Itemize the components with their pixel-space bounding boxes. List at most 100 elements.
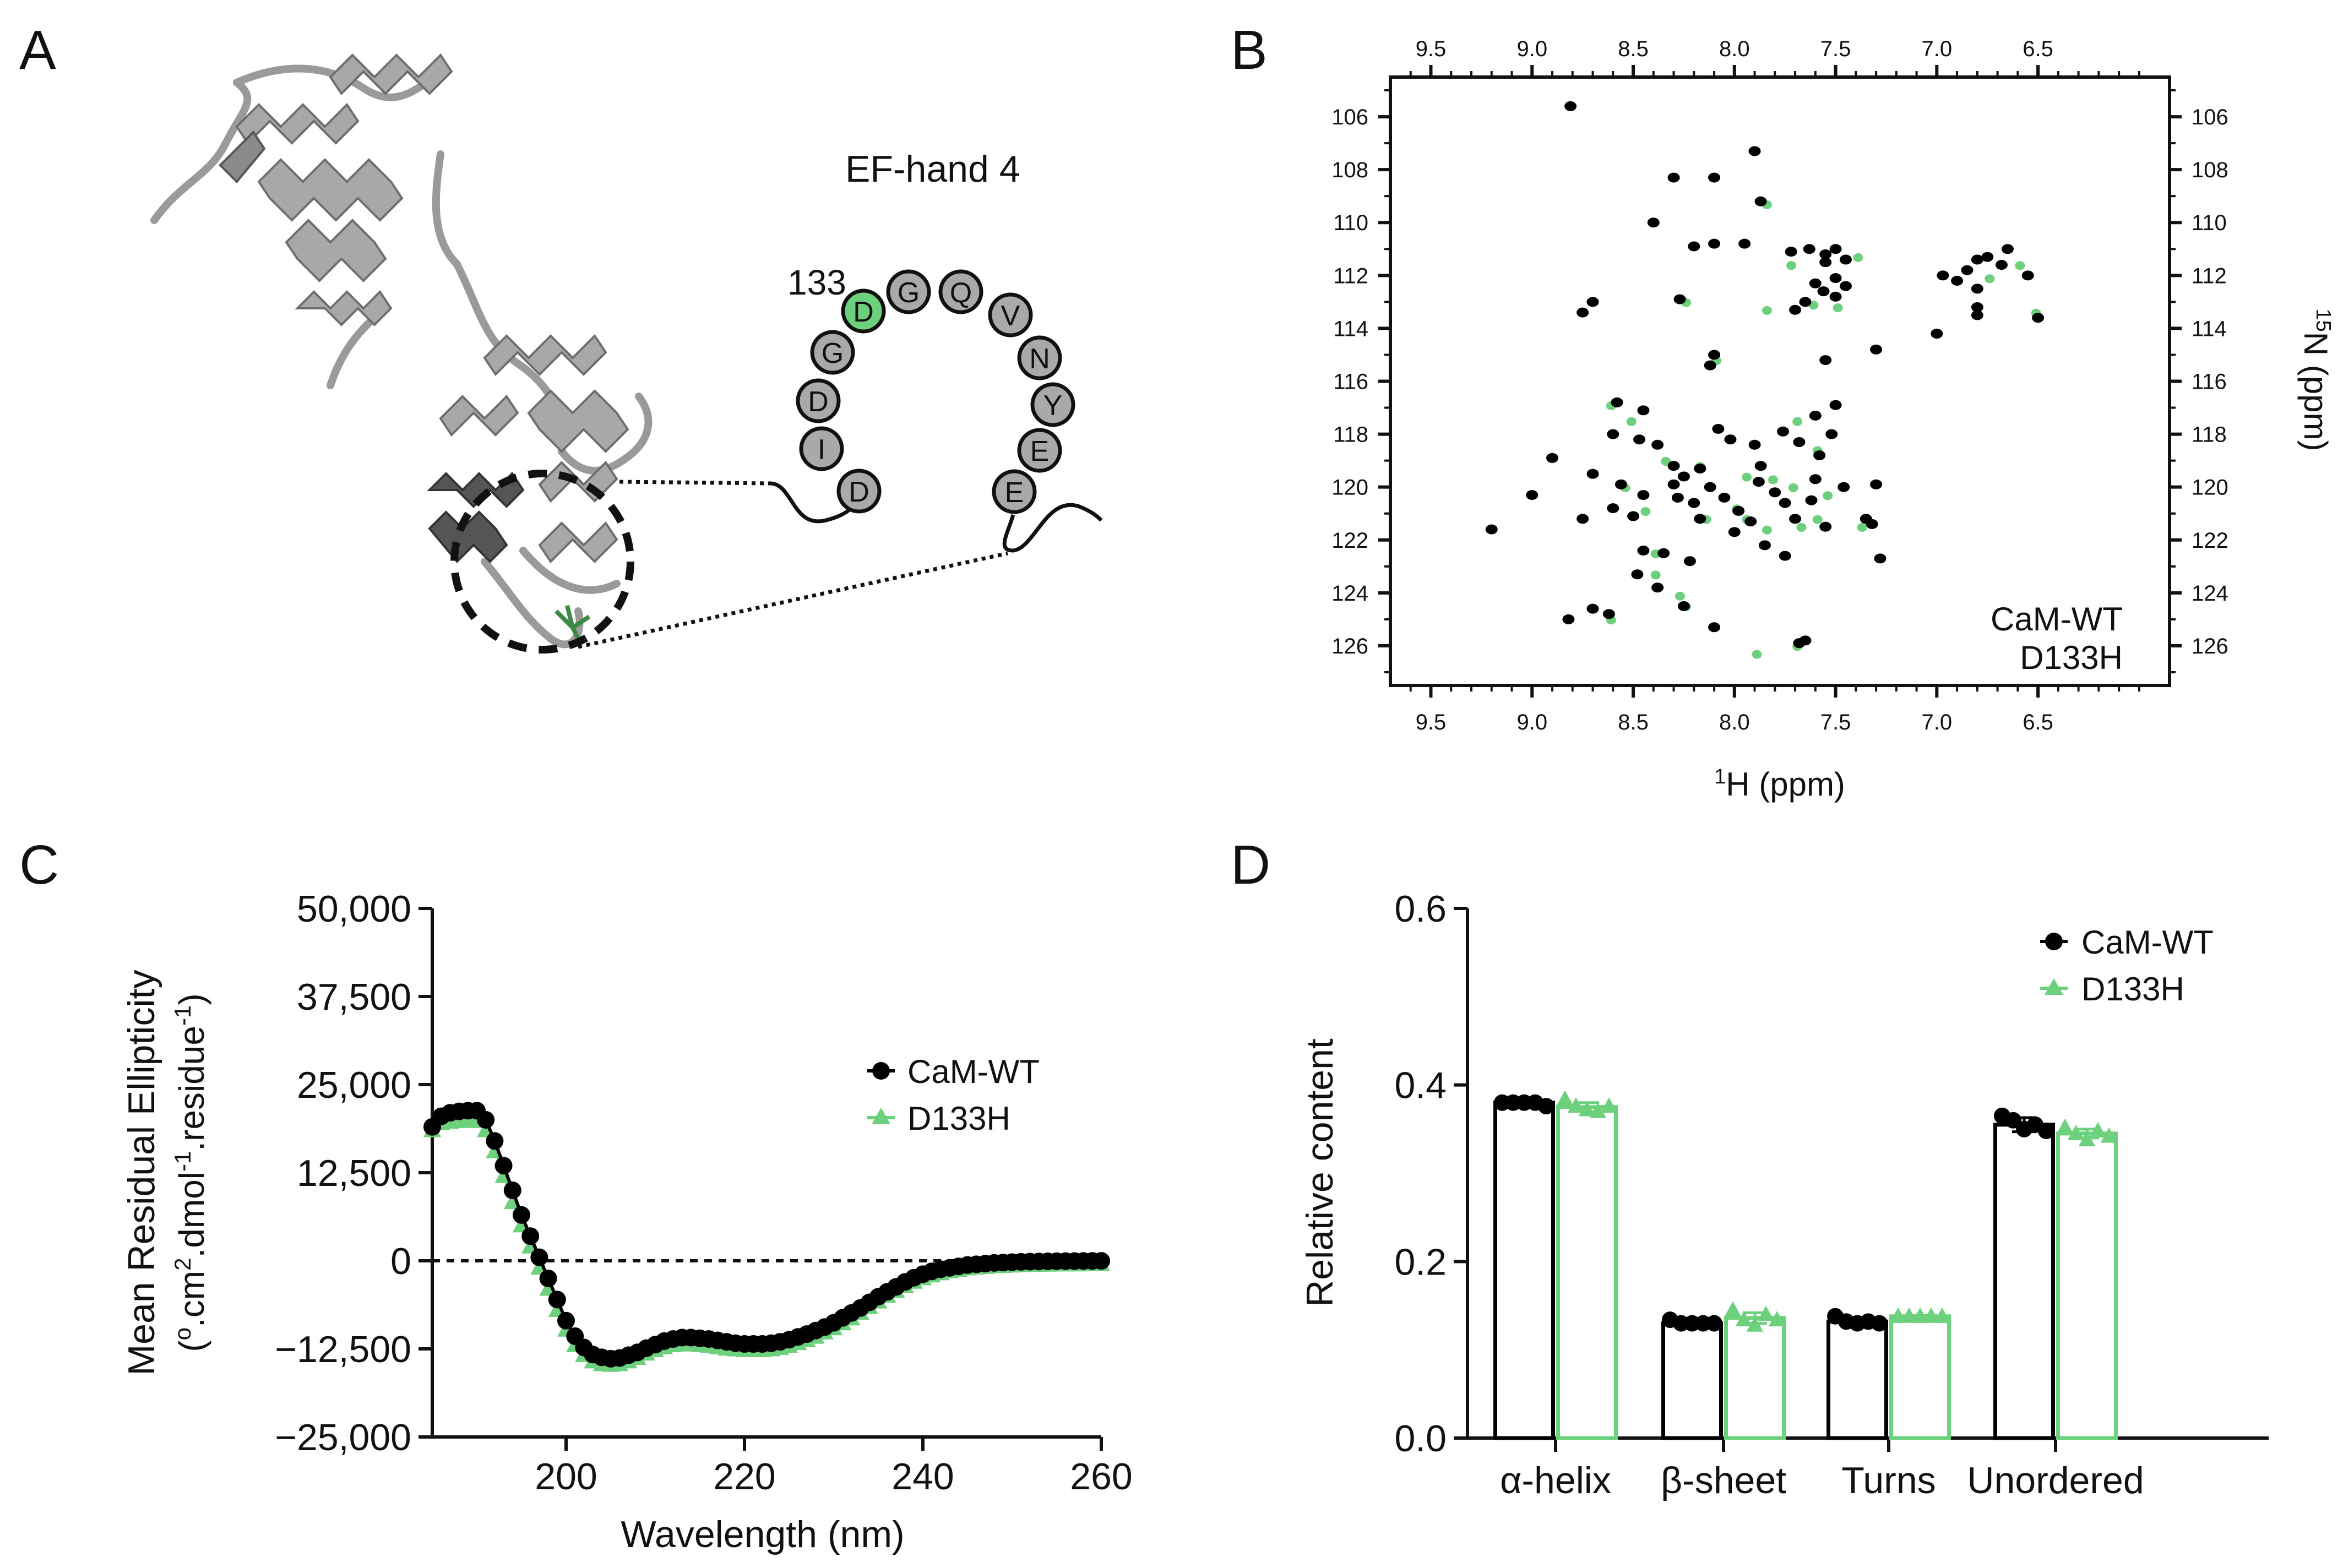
zoom-circle bbox=[450, 470, 634, 654]
hsqc-peak-mutant bbox=[1768, 475, 1778, 484]
residue-circle bbox=[1017, 335, 1062, 380]
cd-point-wt bbox=[486, 1132, 504, 1150]
hsqc-peak-wt bbox=[1793, 638, 1806, 649]
hsqc-ytick-label-left: 112 bbox=[1333, 264, 1368, 288]
hsqc-peak-wt bbox=[1805, 495, 1818, 505]
hsqc-ytick-label-right: 116 bbox=[2192, 370, 2227, 394]
hsqc-ytick-label-right: 124 bbox=[2192, 581, 2228, 606]
panel-letter-a: A bbox=[19, 19, 56, 81]
hsqc-peak-wt bbox=[1874, 553, 1887, 564]
hsqc-peak-wt bbox=[1738, 238, 1751, 249]
hsqc-legend-mutant: D133H bbox=[2020, 639, 2123, 676]
hsqc-peak-wt bbox=[1728, 527, 1741, 537]
bar-legend: CaM-WT D133H bbox=[2040, 924, 2214, 1008]
hsqc-peak-wt bbox=[1819, 249, 1832, 259]
hsqc-peak-wt bbox=[2021, 270, 2034, 281]
protein-cartoon bbox=[150, 53, 653, 649]
hsqc-peak-wt bbox=[1785, 247, 1797, 257]
cd-xtick-label: 220 bbox=[713, 1456, 775, 1498]
hsqc-peak-wt bbox=[1961, 265, 1974, 275]
residue-circle bbox=[841, 288, 886, 334]
hsqc-peak-mutant bbox=[1788, 483, 1798, 492]
hsqc-peak-wt bbox=[1981, 252, 1994, 262]
hsqc-peak-wt bbox=[2032, 313, 2045, 323]
hsqc-peak-wt bbox=[1667, 461, 1680, 471]
residue-circle bbox=[938, 269, 983, 314]
hsqc-peak-wt bbox=[1667, 172, 1680, 183]
cd-xtick-label: 240 bbox=[891, 1456, 954, 1498]
replicate-point-wt bbox=[1706, 1315, 1722, 1332]
hsqc-peak-wt bbox=[1607, 503, 1619, 514]
hsqc-ytick-label-left: 114 bbox=[1333, 317, 1368, 341]
hsqc-peak-mutant bbox=[1786, 261, 1797, 270]
hsqc-peak-wt bbox=[1793, 437, 1806, 447]
cd-xlabel: Wavelength (nm) bbox=[621, 1513, 904, 1555]
replicate-point-mutant bbox=[1567, 1097, 1585, 1113]
hsqc-peak-wt bbox=[1971, 310, 1983, 320]
cd-legend-wt-marker bbox=[872, 1062, 890, 1080]
residue-letter: Y bbox=[1043, 390, 1063, 422]
hsqc-peaks bbox=[1485, 101, 2045, 659]
hsqc-ytick-label-left: 110 bbox=[1333, 211, 1368, 235]
hsqc-peak-wt bbox=[1732, 505, 1745, 516]
replicate-point-wt bbox=[1871, 1315, 1888, 1332]
bar-ytick-label: 0.4 bbox=[1394, 1065, 1447, 1107]
hsqc-xtick-label-bottom: 7.0 bbox=[1922, 710, 1953, 734]
hsqc-ytick-label-left: 126 bbox=[1331, 634, 1368, 658]
cd-point-wt bbox=[494, 1157, 513, 1175]
cd-series bbox=[423, 1102, 1111, 1372]
hsqc-peak-wt bbox=[1813, 450, 1826, 461]
cd-legend-wt: CaM-WT bbox=[907, 1053, 1040, 1090]
hsqc-peak-wt bbox=[1677, 471, 1690, 482]
replicate-point-mutant bbox=[1556, 1090, 1574, 1106]
hsqc-peak-mutant bbox=[1853, 253, 1863, 262]
hsqc-xtick-label-top: 6.5 bbox=[2023, 37, 2053, 61]
hsqc-peak-wt bbox=[1839, 254, 1852, 265]
replicate-point-mutant bbox=[1589, 1102, 1607, 1118]
hsqc-peak-wt bbox=[1789, 304, 1802, 315]
hsqc-ytick-label-right: 110 bbox=[2192, 211, 2227, 235]
hsqc-peak-mutant bbox=[1650, 570, 1661, 580]
hsqc-peak-wt bbox=[1829, 273, 1842, 284]
hsqc-frame bbox=[1389, 75, 2171, 687]
residue-letter: E bbox=[1030, 435, 1050, 467]
hsqc-peak-wt bbox=[1694, 464, 1706, 474]
hsqc-xlabel-sup: 1 bbox=[1714, 765, 1726, 788]
hsqc-peak-wt bbox=[1779, 498, 1791, 508]
cd-xtick-label: 200 bbox=[535, 1456, 597, 1498]
residue-letter: G bbox=[898, 277, 920, 309]
hsqc-peak-wt bbox=[1809, 410, 1822, 421]
replicate-point-mutant bbox=[1735, 1311, 1753, 1327]
cd-point-wt bbox=[521, 1227, 540, 1245]
bar-category-label: β-sheet bbox=[1661, 1460, 1786, 1501]
bar-legend-mutant: D133H bbox=[2081, 971, 2184, 1008]
bar-category-label: α-helix bbox=[1500, 1460, 1611, 1501]
replicate-point-wt bbox=[2038, 1123, 2054, 1140]
replicate-point-mutant bbox=[1578, 1101, 1596, 1117]
residue-circle bbox=[796, 378, 841, 423]
hsqc-peak-wt bbox=[1870, 344, 1883, 355]
hsqc-peak-wt bbox=[1971, 284, 1983, 294]
hsqc-ytick-label-left: 106 bbox=[1331, 105, 1368, 129]
hsqc-xtick-label-bottom: 7.5 bbox=[1820, 710, 1851, 734]
cd-xtick-label: 260 bbox=[1070, 1456, 1132, 1498]
cd-ytick-label: 50,000 bbox=[297, 888, 411, 930]
replicate-point-wt bbox=[1538, 1098, 1554, 1115]
hsqc-peak-wt bbox=[1951, 275, 1964, 286]
bar-wt bbox=[1493, 1101, 1555, 1440]
hsqc-ytick-label-left: 124 bbox=[1331, 581, 1368, 606]
hsqc-peak-wt bbox=[1819, 257, 1832, 268]
cd-point-wt bbox=[477, 1111, 495, 1129]
replicate-point-wt bbox=[2005, 1112, 2021, 1129]
replicate-point-mutant bbox=[1600, 1097, 1618, 1113]
hsqc-peak-wt bbox=[1704, 360, 1716, 371]
hsqc-xtick-label-top: 9.0 bbox=[1516, 37, 1547, 61]
hsqc-peak-wt bbox=[1931, 329, 1943, 339]
hsqc-peak-mutant bbox=[1640, 507, 1651, 516]
hsqc-ytick-label-right: 118 bbox=[2192, 423, 2227, 447]
hsqc-peak-wt bbox=[1829, 400, 1842, 410]
bar-ytick-label: 0.6 bbox=[1394, 888, 1447, 930]
start-residue-number: 133 bbox=[787, 263, 846, 302]
hsqc-ytick-label-right: 122 bbox=[2192, 529, 2228, 553]
